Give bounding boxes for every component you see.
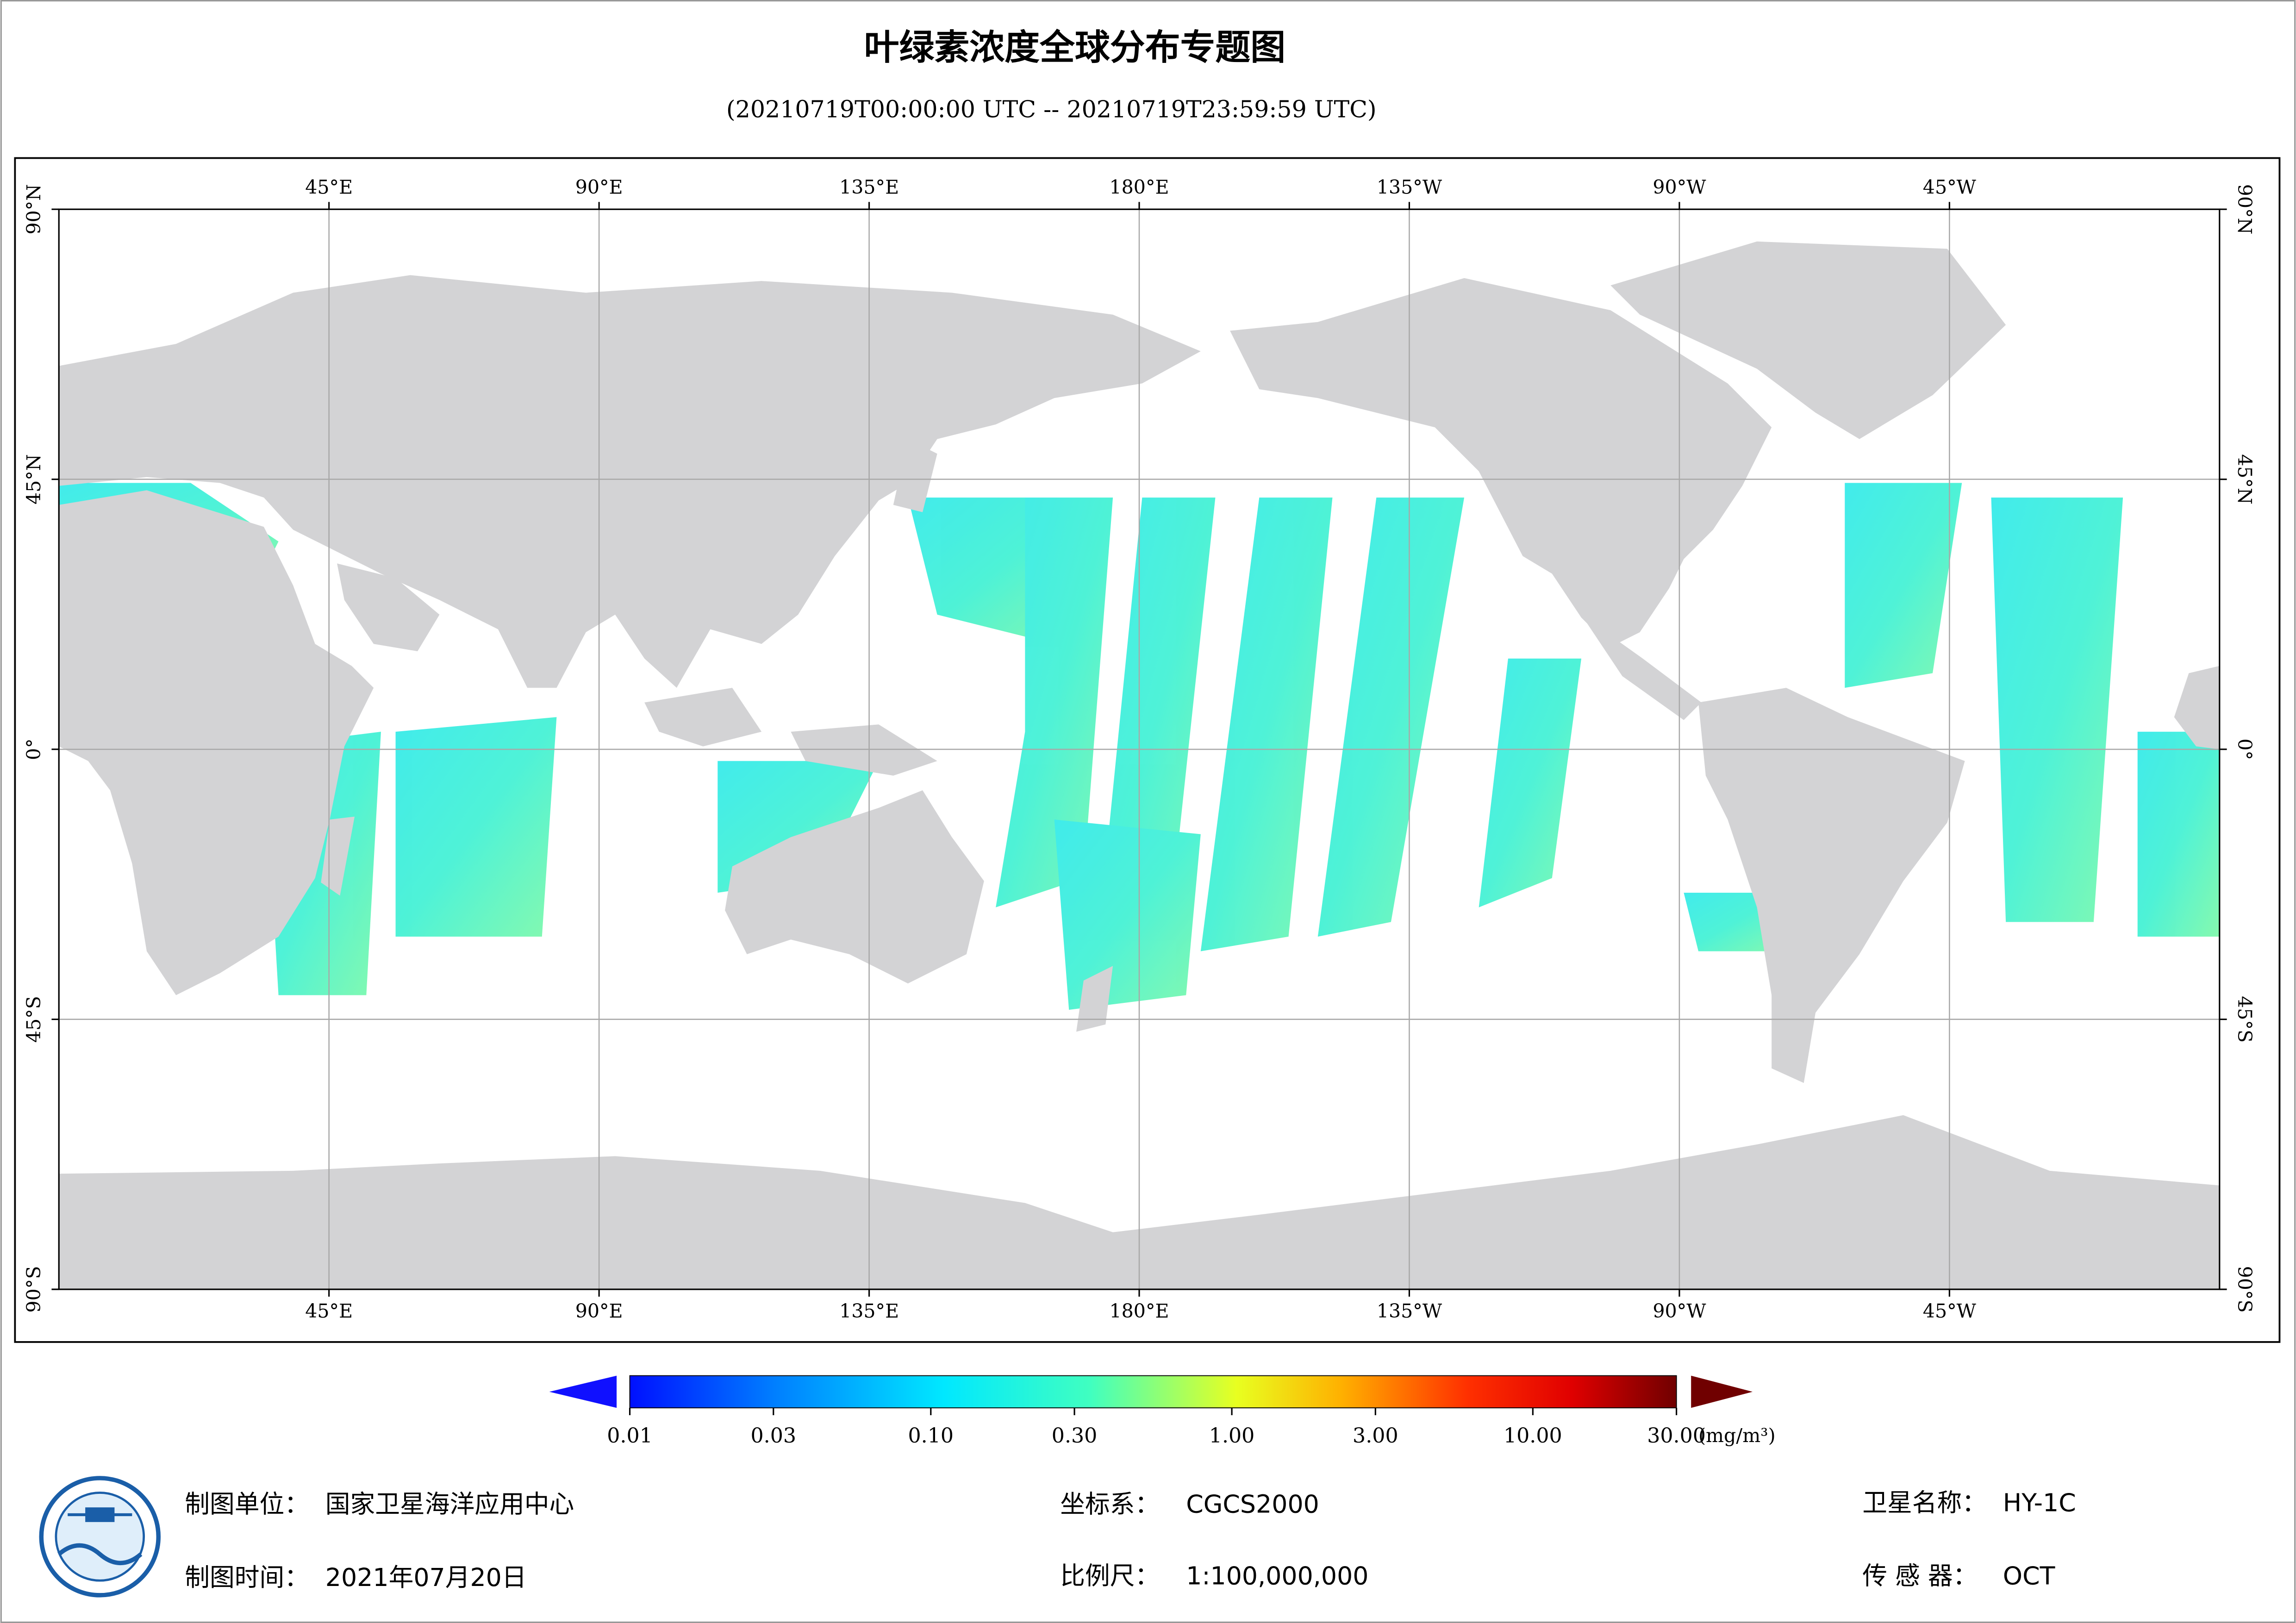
scale-label: 比例尺： [1060, 1561, 1160, 1591]
data-swaths [59, 483, 2220, 1010]
subtitle: (20210719T00:00:00 UTC -- 20210719T23:59… [726, 95, 1377, 123]
unit-label: 制图单位： [185, 1490, 309, 1519]
lon-label: 135°E [839, 1300, 899, 1322]
colorbar-label: 1.00 [1209, 1424, 1255, 1448]
satellite-label: 卫星名称： [1862, 1488, 1987, 1517]
lat-label: 90°N [23, 184, 45, 235]
colorbar-low-arrow [549, 1375, 617, 1408]
lon-label: 90°E [575, 1300, 623, 1322]
unit: 国家卫星海洋应用中心 [325, 1490, 574, 1519]
colorbar-label: 3.00 [1353, 1424, 1398, 1448]
lon-label: 45°E [305, 176, 353, 198]
lon-label: 45°W [1923, 1300, 1977, 1322]
lat-label: 0° [2234, 739, 2256, 760]
lon-label: 90°W [1653, 176, 1706, 198]
lat-label: 90°N [2234, 184, 2256, 235]
lon-label: 90°W [1653, 1300, 1706, 1322]
lon-label: 180°E [1110, 1300, 1169, 1322]
colorbar [629, 1375, 1677, 1409]
crs-label: 坐标系： [1060, 1490, 1160, 1519]
lat-label: 90°S [23, 1266, 45, 1312]
date: 2021年07月20日 [325, 1563, 527, 1592]
lat-label: 45°S [23, 996, 45, 1043]
satellite: HY-1C [2003, 1488, 2076, 1517]
lat-label: 45°N [23, 454, 45, 504]
colorbar-label: 0.30 [1052, 1424, 1098, 1448]
lat-label: 90°S [2234, 1266, 2256, 1312]
lon-label: 135°E [839, 176, 899, 198]
lon-label: 45°E [305, 1300, 353, 1322]
lon-label: 45°W [1923, 176, 1977, 198]
lon-label: 180°E [1110, 176, 1169, 198]
colorbar-label: 10.00 [1504, 1424, 1562, 1448]
sensor: OCT [2003, 1561, 2055, 1591]
logo [39, 1476, 161, 1598]
lon-label: 135°W [1377, 1300, 1442, 1322]
lon-label: 135°W [1377, 176, 1442, 198]
lat-label: 0° [23, 739, 45, 760]
map-border [58, 208, 2221, 1290]
colorbar-label: 0.01 [607, 1424, 653, 1448]
colorbar-unit: (mg/m³) [1698, 1424, 1776, 1447]
scale: 1:100,000,000 [1186, 1561, 1368, 1591]
colorbar-ticks: 0.01 0.03 0.10 0.30 1.00 3.00 10.00 30.00 [607, 1408, 1706, 1448]
crs: CGCS2000 [1186, 1490, 1319, 1519]
lat-label: 45°N [2234, 454, 2256, 504]
map-frame [14, 157, 2281, 1343]
colorbar-high-arrow [1691, 1375, 1753, 1408]
map-body [59, 241, 2220, 1289]
sensor-label: 传 感 器： [1862, 1561, 1978, 1591]
date-label: 制图时间： [185, 1563, 309, 1592]
lat-label: 45°S [2234, 996, 2256, 1043]
colorbar-label: 0.10 [908, 1424, 954, 1448]
colorbar-label: 30.00 [1647, 1424, 1706, 1448]
lon-label: 90°E [575, 176, 623, 198]
colorbar-label: 0.03 [751, 1424, 797, 1448]
title: 叶绿素浓度全球分布专题图 [864, 27, 1286, 68]
